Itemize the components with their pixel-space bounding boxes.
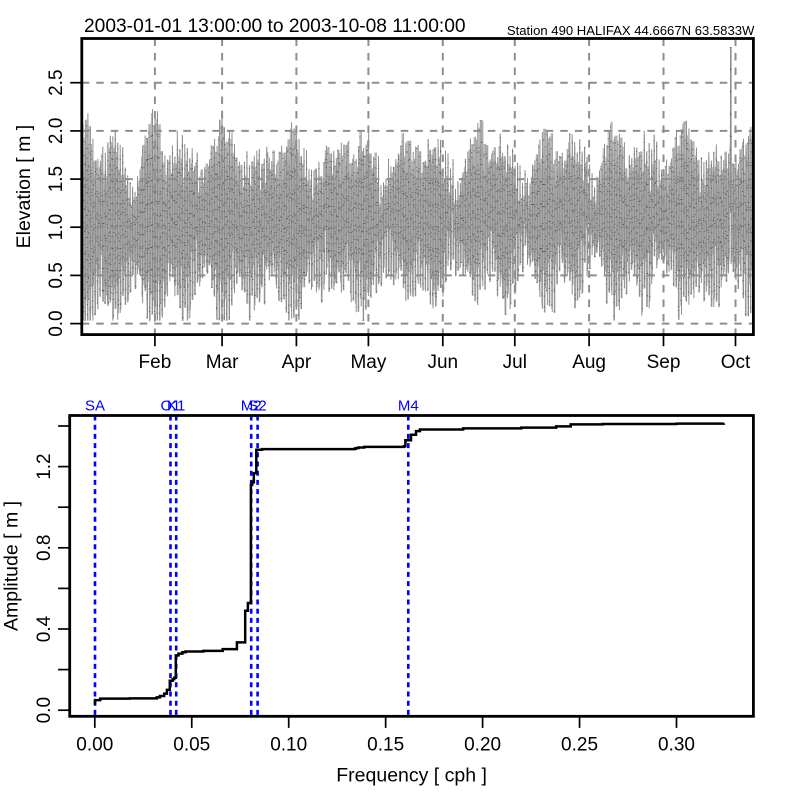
svg-text:0.10: 0.10	[270, 735, 307, 756]
svg-text:Amplitude [ m ]: Amplitude [ m ]	[1, 501, 23, 631]
svg-text:1.0: 1.0	[46, 214, 67, 240]
svg-text:0.25: 0.25	[561, 735, 598, 756]
svg-text:0.20: 0.20	[464, 735, 501, 756]
svg-text:K1: K1	[167, 398, 185, 415]
svg-text:O1: O1	[160, 398, 180, 415]
svg-text:Station 490 HALIFAX 44.6667N 6: Station 490 HALIFAX 44.6667N 63.5833W	[507, 23, 755, 38]
svg-text:Feb: Feb	[139, 352, 172, 373]
svg-text:Elevation [ m ]: Elevation [ m ]	[13, 125, 35, 249]
svg-text:M2: M2	[241, 398, 262, 415]
svg-text:0.00: 0.00	[76, 735, 113, 756]
svg-text:1.2: 1.2	[34, 453, 55, 479]
svg-text:Jul: Jul	[503, 352, 527, 373]
svg-text:0.5: 0.5	[46, 262, 67, 288]
svg-text:0.0: 0.0	[34, 697, 55, 723]
svg-text:M4: M4	[398, 398, 419, 415]
svg-text:0.8: 0.8	[34, 535, 55, 561]
svg-text:SA: SA	[85, 398, 105, 415]
svg-text:0.05: 0.05	[173, 735, 210, 756]
svg-text:2.5: 2.5	[46, 69, 67, 95]
svg-text:Apr: Apr	[282, 352, 312, 373]
svg-text:Jun: Jun	[427, 352, 458, 373]
svg-text:S2: S2	[248, 398, 266, 415]
svg-text:Sep: Sep	[647, 352, 681, 373]
svg-text:Frequency [ cph ]: Frequency [ cph ]	[336, 764, 487, 786]
svg-text:2.0: 2.0	[46, 118, 67, 144]
svg-text:May: May	[350, 352, 386, 373]
svg-text:1.5: 1.5	[46, 166, 67, 192]
svg-text:Oct: Oct	[721, 352, 751, 373]
svg-text:0.0: 0.0	[46, 310, 67, 336]
svg-text:0.30: 0.30	[658, 735, 695, 756]
svg-text:Mar: Mar	[206, 352, 239, 373]
svg-text:0.15: 0.15	[367, 735, 404, 756]
svg-text:0.4: 0.4	[34, 615, 55, 642]
svg-text:2003-01-01 13:00:00 to 2003-10: 2003-01-01 13:00:00 to 2003-10-08 11:00:…	[84, 16, 466, 37]
svg-text:Aug: Aug	[572, 352, 606, 373]
